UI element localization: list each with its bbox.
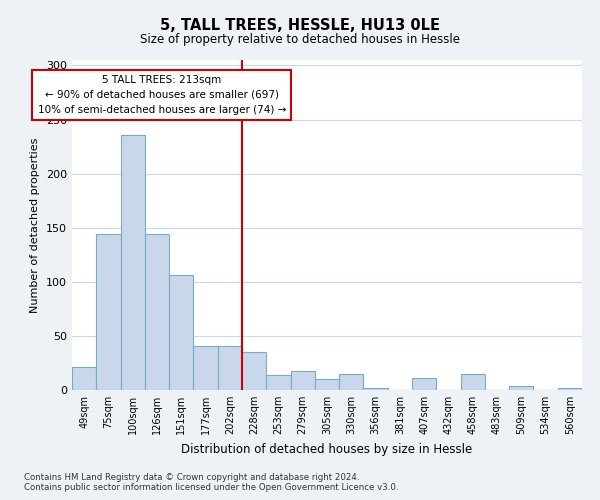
Bar [193, 346, 218, 390]
Bar [364, 388, 388, 390]
Bar [290, 370, 315, 390]
Bar [339, 374, 364, 390]
Text: Contains public sector information licensed under the Open Government Licence v3: Contains public sector information licen… [24, 484, 398, 492]
Y-axis label: Number of detached properties: Number of detached properties [31, 138, 40, 312]
Bar [145, 234, 169, 390]
Bar [121, 134, 145, 390]
Bar [242, 352, 266, 390]
Bar [169, 276, 193, 390]
Bar [96, 234, 121, 390]
Bar [509, 386, 533, 390]
Text: 5, TALL TREES, HESSLE, HU13 0LE: 5, TALL TREES, HESSLE, HU13 0LE [160, 18, 440, 32]
Bar [266, 375, 290, 390]
Bar [72, 368, 96, 390]
Bar [218, 346, 242, 390]
X-axis label: Distribution of detached houses by size in Hessle: Distribution of detached houses by size … [181, 442, 473, 456]
Bar [315, 379, 339, 390]
Bar [412, 378, 436, 390]
Text: 5 TALL TREES: 213sqm
← 90% of detached houses are smaller (697)
10% of semi-deta: 5 TALL TREES: 213sqm ← 90% of detached h… [38, 75, 286, 114]
Text: Contains HM Land Registry data © Crown copyright and database right 2024.: Contains HM Land Registry data © Crown c… [24, 474, 359, 482]
Bar [461, 374, 485, 390]
Bar [558, 388, 582, 390]
Text: Size of property relative to detached houses in Hessle: Size of property relative to detached ho… [140, 32, 460, 46]
